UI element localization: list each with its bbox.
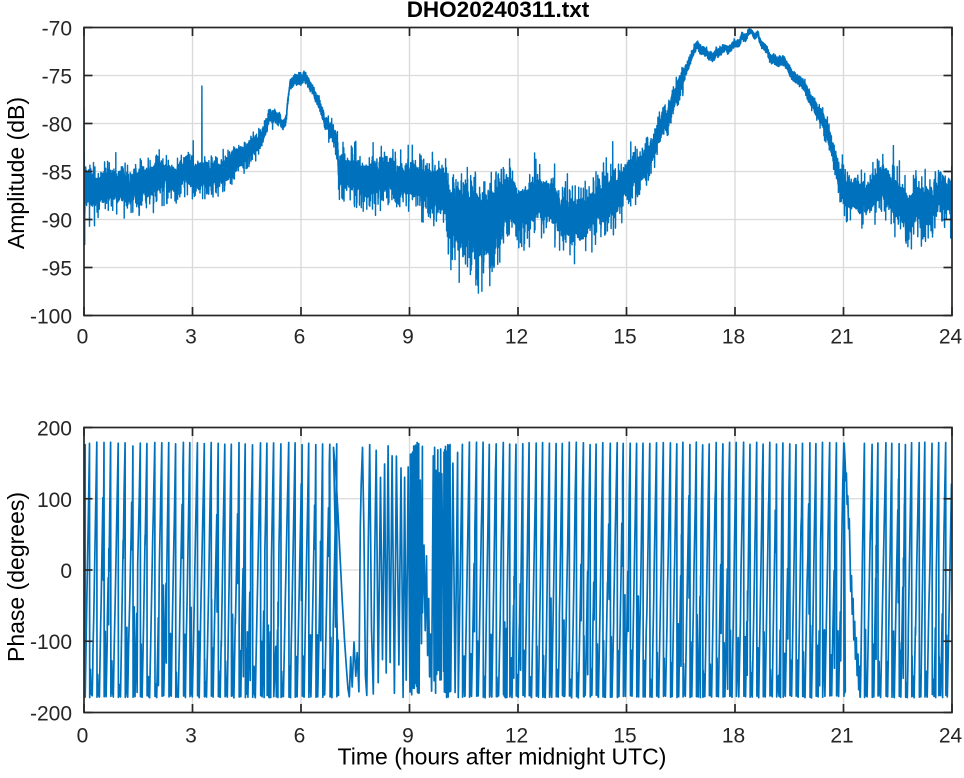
svg-text:12: 12: [505, 725, 528, 748]
svg-text:Amplitude (dB): Amplitude (dB): [3, 97, 29, 249]
svg-text:Phase (degrees): Phase (degrees): [3, 492, 29, 662]
svg-text:9: 9: [402, 725, 414, 748]
svg-text:6: 6: [294, 725, 306, 748]
svg-text:3: 3: [185, 725, 197, 748]
svg-text:21: 21: [830, 725, 853, 748]
svg-text:0: 0: [77, 326, 89, 349]
svg-text:DHO20240311.txt: DHO20240311.txt: [407, 0, 590, 22]
svg-text:18: 18: [722, 326, 745, 349]
svg-text:18: 18: [722, 725, 745, 748]
svg-text:15: 15: [613, 725, 636, 748]
svg-text:24: 24: [939, 326, 963, 349]
svg-text:200: 200: [37, 418, 72, 441]
svg-text:-200: -200: [30, 703, 72, 726]
svg-text:21: 21: [830, 326, 853, 349]
svg-text:-90: -90: [42, 210, 72, 233]
svg-text:-85: -85: [42, 162, 72, 185]
svg-text:15: 15: [613, 326, 636, 349]
svg-text:-100: -100: [30, 631, 72, 654]
svg-text:9: 9: [402, 326, 414, 349]
svg-text:-80: -80: [42, 114, 72, 137]
svg-text:24: 24: [939, 725, 963, 748]
svg-text:Time (hours after midnight UTC: Time (hours after midnight UTC): [338, 744, 667, 770]
svg-text:12: 12: [505, 326, 528, 349]
svg-text:-70: -70: [42, 18, 72, 41]
svg-text:3: 3: [185, 326, 197, 349]
svg-text:-75: -75: [42, 66, 72, 89]
svg-text:0: 0: [60, 560, 72, 583]
svg-text:-100: -100: [30, 306, 72, 329]
svg-text:-95: -95: [42, 258, 72, 281]
svg-text:6: 6: [294, 326, 306, 349]
svg-text:100: 100: [37, 489, 72, 512]
svg-text:0: 0: [77, 725, 89, 748]
